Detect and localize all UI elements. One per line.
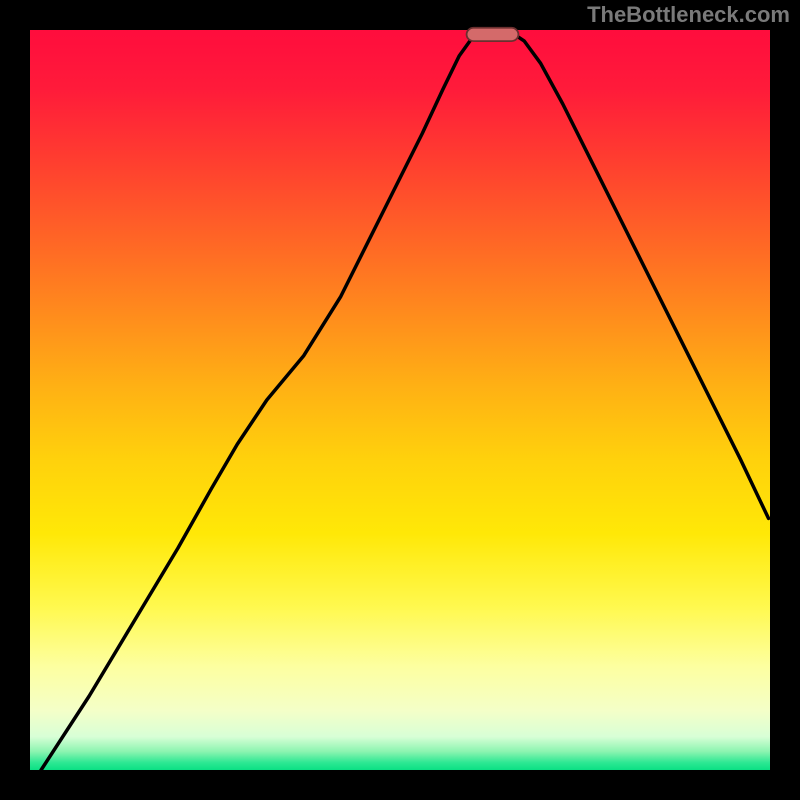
plot-background — [30, 30, 770, 770]
watermark-text: TheBottleneck.com — [587, 2, 790, 28]
optimal-marker — [467, 28, 519, 41]
bottleneck-chart — [0, 0, 800, 800]
